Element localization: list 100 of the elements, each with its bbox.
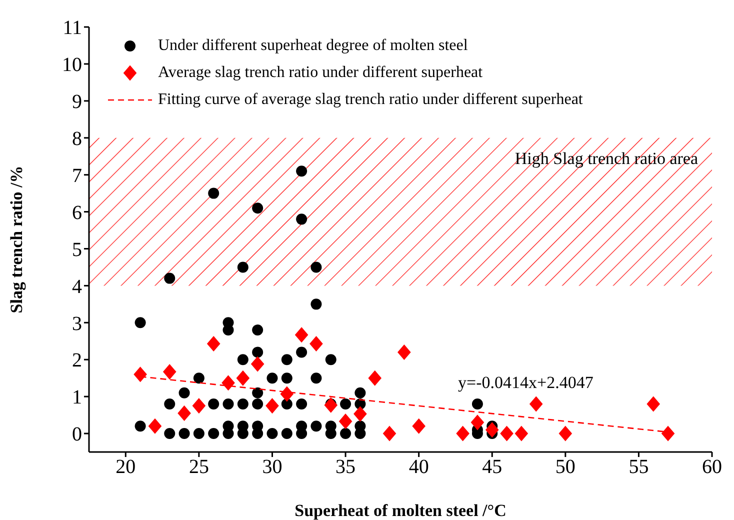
point: [500, 426, 514, 442]
point: [281, 354, 292, 366]
point: [280, 386, 294, 402]
y-tick-label: 2: [72, 350, 82, 372]
point: [296, 346, 308, 358]
point: [237, 354, 248, 366]
point: [383, 426, 396, 442]
x-tick-label: 25: [188, 456, 209, 478]
point: [412, 418, 426, 434]
point: [193, 428, 204, 440]
point: [295, 327, 308, 342]
point: [208, 428, 220, 440]
annotation: y=-0.0414x+2.4047: [458, 373, 594, 393]
x-tick-label: 45: [482, 456, 502, 478]
y-tick-label: 0: [72, 424, 82, 446]
point: [340, 398, 352, 410]
point: [310, 420, 322, 432]
point: [266, 372, 278, 384]
legend-label: Fitting curve of average slag trench ratio under different superheat: [158, 90, 583, 110]
point: [252, 346, 264, 358]
x-tick-label: 55: [628, 456, 649, 478]
point: [325, 428, 336, 440]
point: [310, 336, 323, 352]
x-tick-label: 50: [555, 456, 576, 478]
point: [252, 398, 264, 410]
point: [325, 354, 336, 366]
point: [252, 324, 264, 336]
point: [646, 396, 660, 412]
point: [237, 262, 248, 273]
point: [296, 398, 308, 410]
x-tick-label: 35: [336, 456, 356, 478]
point: [456, 426, 470, 442]
point: [236, 370, 250, 386]
point: [296, 428, 308, 440]
y-tick-label: 8: [72, 128, 82, 150]
point: [281, 372, 292, 384]
legend-label: Average slag trench ratio under different superheat: [158, 63, 483, 83]
y-tick-label: 9: [72, 91, 82, 114]
y-tick-label: 1: [72, 386, 82, 409]
x-tick-label: 20: [116, 456, 136, 478]
point: [164, 398, 176, 410]
point: [514, 426, 528, 442]
point: [472, 398, 483, 410]
point: [339, 414, 352, 429]
x-tick-label: 30: [262, 456, 282, 478]
point: [368, 370, 382, 386]
legend-label: Under different superheat degree of molten steel: [158, 36, 468, 56]
point: [178, 406, 191, 421]
point: [296, 166, 308, 177]
point: [222, 398, 234, 410]
point: [208, 188, 220, 199]
point: [178, 387, 190, 398]
y-tick-label: 11: [62, 17, 82, 40]
point: [470, 414, 484, 430]
point: [398, 344, 411, 360]
point: [310, 262, 322, 273]
point: [558, 426, 572, 442]
point: [354, 406, 367, 422]
y-tick-label: 3: [72, 312, 82, 335]
point: [237, 398, 248, 410]
point: [193, 372, 204, 384]
point: [324, 398, 338, 413]
point: [164, 428, 176, 440]
point: [310, 372, 322, 384]
point: [134, 420, 146, 432]
point: [340, 428, 352, 440]
point: [266, 398, 279, 414]
y-tick-label: 6: [72, 202, 82, 224]
point: [237, 428, 248, 440]
point: [530, 396, 543, 412]
point: [281, 398, 292, 410]
point: [134, 317, 146, 328]
point: [222, 375, 235, 390]
y-axis-title: Slag trench ratio /%: [7, 166, 26, 314]
point: [296, 214, 308, 225]
point: [252, 428, 264, 440]
point: [252, 387, 264, 398]
point: [662, 426, 675, 442]
y-tick-label: 4: [72, 276, 82, 298]
x-tick-label: 40: [408, 456, 429, 478]
x-axis-title: Superheat of molten steel /°C: [294, 501, 506, 520]
point: [207, 336, 220, 352]
y-tick-label: 10: [62, 54, 82, 76]
point: [354, 387, 366, 398]
y-tick-label: 7: [72, 164, 82, 187]
point: [310, 298, 322, 310]
point: [163, 364, 176, 380]
point: [148, 418, 162, 434]
point: [208, 398, 220, 410]
point: [164, 272, 176, 284]
point: [354, 428, 366, 440]
point: [251, 356, 264, 372]
point: [252, 202, 264, 214]
point: [192, 398, 206, 414]
point: [222, 324, 234, 336]
point: [266, 428, 278, 440]
point: [134, 366, 147, 382]
point: [281, 428, 292, 440]
point: [178, 428, 190, 440]
point: [486, 422, 499, 438]
